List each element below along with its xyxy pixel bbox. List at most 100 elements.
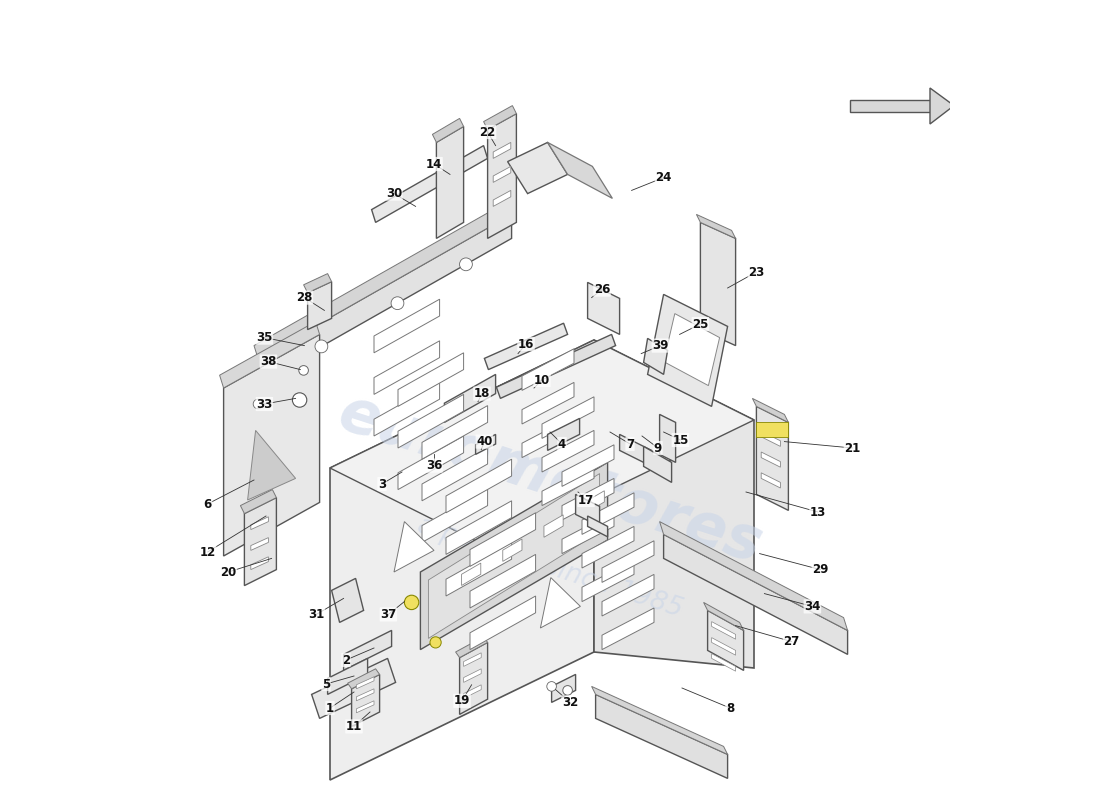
Text: 22: 22 <box>480 126 496 138</box>
Polygon shape <box>462 563 481 586</box>
Polygon shape <box>428 474 600 638</box>
Polygon shape <box>241 490 276 514</box>
Text: euromotores: euromotores <box>331 384 769 576</box>
Polygon shape <box>251 538 268 550</box>
Polygon shape <box>463 685 481 698</box>
Polygon shape <box>701 222 736 346</box>
Polygon shape <box>493 142 510 158</box>
Polygon shape <box>348 669 380 689</box>
Polygon shape <box>475 434 496 454</box>
Polygon shape <box>422 447 487 501</box>
Polygon shape <box>582 560 634 602</box>
Text: 4: 4 <box>558 438 566 450</box>
Polygon shape <box>562 478 614 520</box>
Text: 21: 21 <box>845 442 860 454</box>
Polygon shape <box>258 214 512 382</box>
Polygon shape <box>463 669 481 682</box>
Polygon shape <box>562 445 614 486</box>
Polygon shape <box>487 114 516 238</box>
Polygon shape <box>660 414 675 462</box>
Polygon shape <box>330 340 754 548</box>
Text: 14: 14 <box>426 158 442 170</box>
Polygon shape <box>244 498 276 586</box>
Polygon shape <box>575 494 600 526</box>
Polygon shape <box>493 166 510 182</box>
Polygon shape <box>542 397 594 438</box>
Polygon shape <box>663 534 848 654</box>
Polygon shape <box>444 374 496 422</box>
Polygon shape <box>707 610 744 670</box>
Text: 8: 8 <box>726 702 734 714</box>
Text: 5: 5 <box>322 678 330 690</box>
Text: 23: 23 <box>748 266 764 278</box>
Text: 35: 35 <box>256 331 273 344</box>
Polygon shape <box>493 190 510 206</box>
Polygon shape <box>522 349 574 390</box>
Polygon shape <box>522 416 574 458</box>
Text: 3: 3 <box>378 478 386 490</box>
Polygon shape <box>660 522 848 630</box>
Polygon shape <box>446 542 512 596</box>
Polygon shape <box>374 341 440 394</box>
Circle shape <box>430 637 441 648</box>
Text: 40: 40 <box>476 435 493 448</box>
Polygon shape <box>582 526 634 568</box>
Circle shape <box>299 366 308 375</box>
Polygon shape <box>619 434 651 466</box>
Polygon shape <box>437 126 463 238</box>
Circle shape <box>460 258 472 270</box>
Polygon shape <box>587 282 619 334</box>
Text: 9: 9 <box>653 442 662 454</box>
Polygon shape <box>757 406 789 510</box>
Polygon shape <box>761 452 780 467</box>
Polygon shape <box>602 574 654 616</box>
Polygon shape <box>644 446 672 482</box>
Polygon shape <box>602 608 654 650</box>
Polygon shape <box>503 539 522 562</box>
Text: 36: 36 <box>426 459 442 472</box>
Polygon shape <box>752 398 789 422</box>
Polygon shape <box>542 464 594 506</box>
Polygon shape <box>422 489 487 542</box>
Polygon shape <box>582 493 634 534</box>
Circle shape <box>563 686 572 695</box>
Polygon shape <box>496 334 616 398</box>
Polygon shape <box>352 674 379 726</box>
Polygon shape <box>712 638 736 655</box>
Polygon shape <box>251 557 268 570</box>
Polygon shape <box>540 578 581 628</box>
Polygon shape <box>251 517 268 530</box>
Polygon shape <box>330 340 594 780</box>
Text: 37: 37 <box>381 608 396 621</box>
Polygon shape <box>374 382 440 436</box>
Text: 29: 29 <box>812 563 828 576</box>
Polygon shape <box>548 418 580 450</box>
Polygon shape <box>712 622 736 639</box>
Circle shape <box>315 340 328 353</box>
Text: 12: 12 <box>199 546 216 558</box>
Polygon shape <box>648 294 727 406</box>
Text: 2: 2 <box>342 654 350 666</box>
Polygon shape <box>308 282 331 330</box>
Polygon shape <box>930 88 954 124</box>
Polygon shape <box>254 202 512 358</box>
Text: 11: 11 <box>345 720 362 733</box>
Polygon shape <box>484 106 516 130</box>
Text: 17: 17 <box>578 494 594 506</box>
Polygon shape <box>311 658 396 718</box>
Text: 10: 10 <box>534 374 550 386</box>
Text: 13: 13 <box>810 506 826 518</box>
Text: 7: 7 <box>626 438 634 450</box>
Polygon shape <box>602 541 654 582</box>
Text: 1: 1 <box>326 702 334 714</box>
Polygon shape <box>422 406 487 459</box>
Text: 18: 18 <box>474 387 491 400</box>
Polygon shape <box>331 578 364 622</box>
Text: 24: 24 <box>656 171 672 184</box>
Text: 33: 33 <box>256 398 273 410</box>
Polygon shape <box>551 674 575 702</box>
Polygon shape <box>372 146 487 222</box>
Polygon shape <box>455 637 487 658</box>
Text: 15: 15 <box>672 434 689 446</box>
Polygon shape <box>432 118 463 142</box>
